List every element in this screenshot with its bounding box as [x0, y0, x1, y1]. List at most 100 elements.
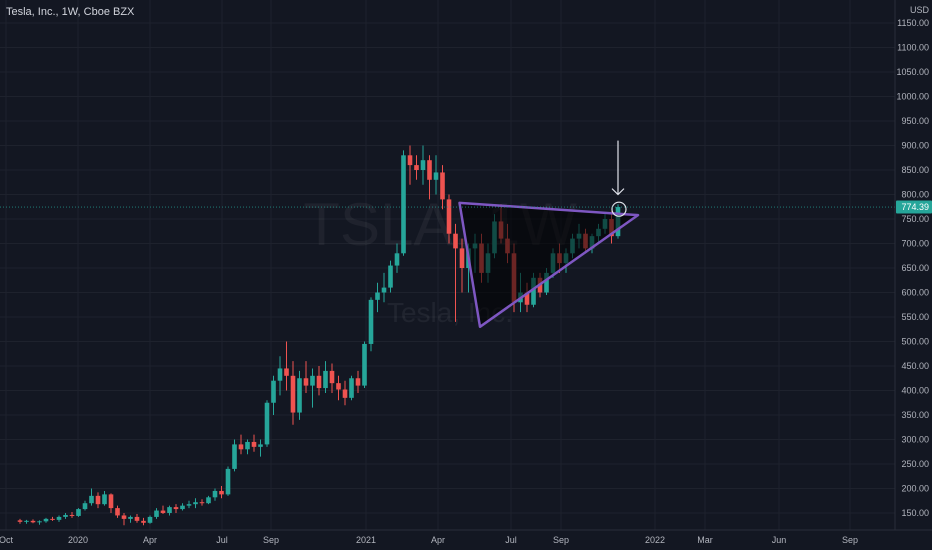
- time-tick-label: 2021: [356, 535, 376, 545]
- candle-body: [388, 265, 393, 288]
- candle-body: [37, 521, 42, 523]
- candle-body: [264, 402, 270, 445]
- price-tick-label: 700.00: [901, 239, 929, 249]
- candle-body: [323, 370, 328, 389]
- candle-body: [95, 495, 101, 505]
- candle-body: [349, 378, 354, 398]
- price-tick-label: 500.00: [901, 337, 929, 347]
- candle-body: [433, 172, 439, 180]
- candle-body: [524, 292, 530, 305]
- price-tick-label: 1100.00: [897, 43, 929, 53]
- candle-body: [297, 378, 302, 413]
- candle-body: [310, 375, 315, 386]
- candle-body: [245, 441, 250, 450]
- time-tick-label: Jul: [216, 535, 228, 545]
- candle-body: [24, 520, 29, 522]
- price-tick-label: 350.00: [901, 410, 929, 420]
- candle-body: [544, 272, 549, 293]
- candle-body: [414, 165, 419, 170]
- price-tick-label: 850.00: [901, 165, 929, 175]
- currency-label: USD: [910, 5, 930, 15]
- candle-body: [271, 380, 276, 403]
- candle-body: [368, 299, 374, 344]
- candle-body: [277, 368, 283, 381]
- grid-lines: [0, 0, 895, 530]
- price-tick-label: 1000.00: [896, 92, 929, 102]
- candle-body: [251, 441, 257, 447]
- candle-body: [69, 514, 75, 516]
- candle-body: [102, 494, 107, 505]
- symbol-title[interactable]: Tesla, Inc., 1W, Cboe BZX: [6, 6, 135, 18]
- candle-body: [134, 516, 140, 521]
- candle-body: [56, 516, 62, 520]
- candle-body: [401, 155, 406, 254]
- price-tick-label: 800.00: [901, 190, 929, 200]
- candle-body: [115, 508, 120, 516]
- candle-body: [160, 510, 166, 513]
- candle-body: [128, 516, 133, 519]
- candle-body: [89, 495, 94, 504]
- candle-body: [303, 378, 309, 386]
- candle-body: [531, 277, 536, 305]
- price-tick-label: 1050.00: [896, 67, 929, 77]
- price-tick-label: 400.00: [901, 386, 929, 396]
- time-tick-label: Apr: [431, 535, 445, 545]
- candle-body: [394, 253, 400, 266]
- candle-body: [440, 172, 445, 200]
- candle-body: [407, 155, 413, 166]
- candle-body: [427, 160, 432, 180]
- candle-body: [258, 444, 263, 447]
- triangle-pattern-drawing[interactable]: [458, 201, 640, 329]
- candle-body: [381, 287, 387, 293]
- price-tick-label: 250.00: [901, 459, 929, 469]
- candle-body: [173, 507, 179, 510]
- candle-body: [199, 502, 205, 504]
- price-tick-label: 950.00: [901, 116, 929, 126]
- candle-body: [180, 505, 185, 510]
- time-tick-label: Oct: [0, 535, 13, 545]
- candle-body: [225, 468, 231, 495]
- last-price-badge: 774.39: [896, 200, 932, 214]
- candle-body: [219, 490, 224, 495]
- candle-body: [108, 494, 114, 509]
- time-tick-label: Sep: [553, 535, 569, 545]
- time-tick-label: Sep: [842, 535, 858, 545]
- price-tick-label: 1150.00: [897, 18, 929, 28]
- price-tick-label: 600.00: [901, 288, 929, 298]
- triangle-pattern: [458, 201, 640, 329]
- time-tick-label: 2020: [68, 535, 88, 545]
- candle-body: [284, 368, 289, 376]
- last-price-label: 774.39: [901, 202, 929, 212]
- price-tick-label: 150.00: [901, 508, 929, 518]
- price-tick-label: 550.00: [901, 312, 929, 322]
- annotation-layer: [611, 140, 627, 217]
- candle-body: [17, 520, 23, 522]
- candle-body: [147, 516, 153, 523]
- candle-body: [193, 502, 198, 505]
- candle-body: [154, 510, 159, 517]
- candle-body: [121, 515, 127, 519]
- price-tick-label: 450.00: [901, 361, 929, 371]
- candle-body: [212, 490, 218, 498]
- price-axis[interactable]: USD 1150.00 1100.00 1050.00 1000.00 950.00 90…: [894, 0, 932, 530]
- candle-body: [420, 160, 426, 170]
- time-axis[interactable]: Oct 2020 Apr Jul Sep 2021 Apr Jul Sep 2022 Mar Jun S…: [0, 529, 932, 550]
- price-tick-label: 300.00: [901, 435, 929, 445]
- candle-body: [446, 199, 452, 234]
- candle-body: [459, 248, 465, 268]
- time-tick-label: Jun: [772, 535, 787, 545]
- candle-body: [63, 514, 68, 517]
- down-arrow-icon: [611, 188, 625, 196]
- candle-body: [342, 389, 348, 398]
- candle-body: [206, 497, 211, 504]
- candle-body: [453, 233, 458, 249]
- price-tick-label: 200.00: [901, 484, 929, 494]
- candle-body: [290, 375, 296, 413]
- candle-body: [336, 383, 341, 390]
- candle-body: [141, 520, 146, 523]
- price-tick-label: 900.00: [901, 141, 929, 151]
- candle-body: [30, 520, 36, 523]
- candle-body: [43, 518, 49, 522]
- candle-body: [355, 378, 361, 386]
